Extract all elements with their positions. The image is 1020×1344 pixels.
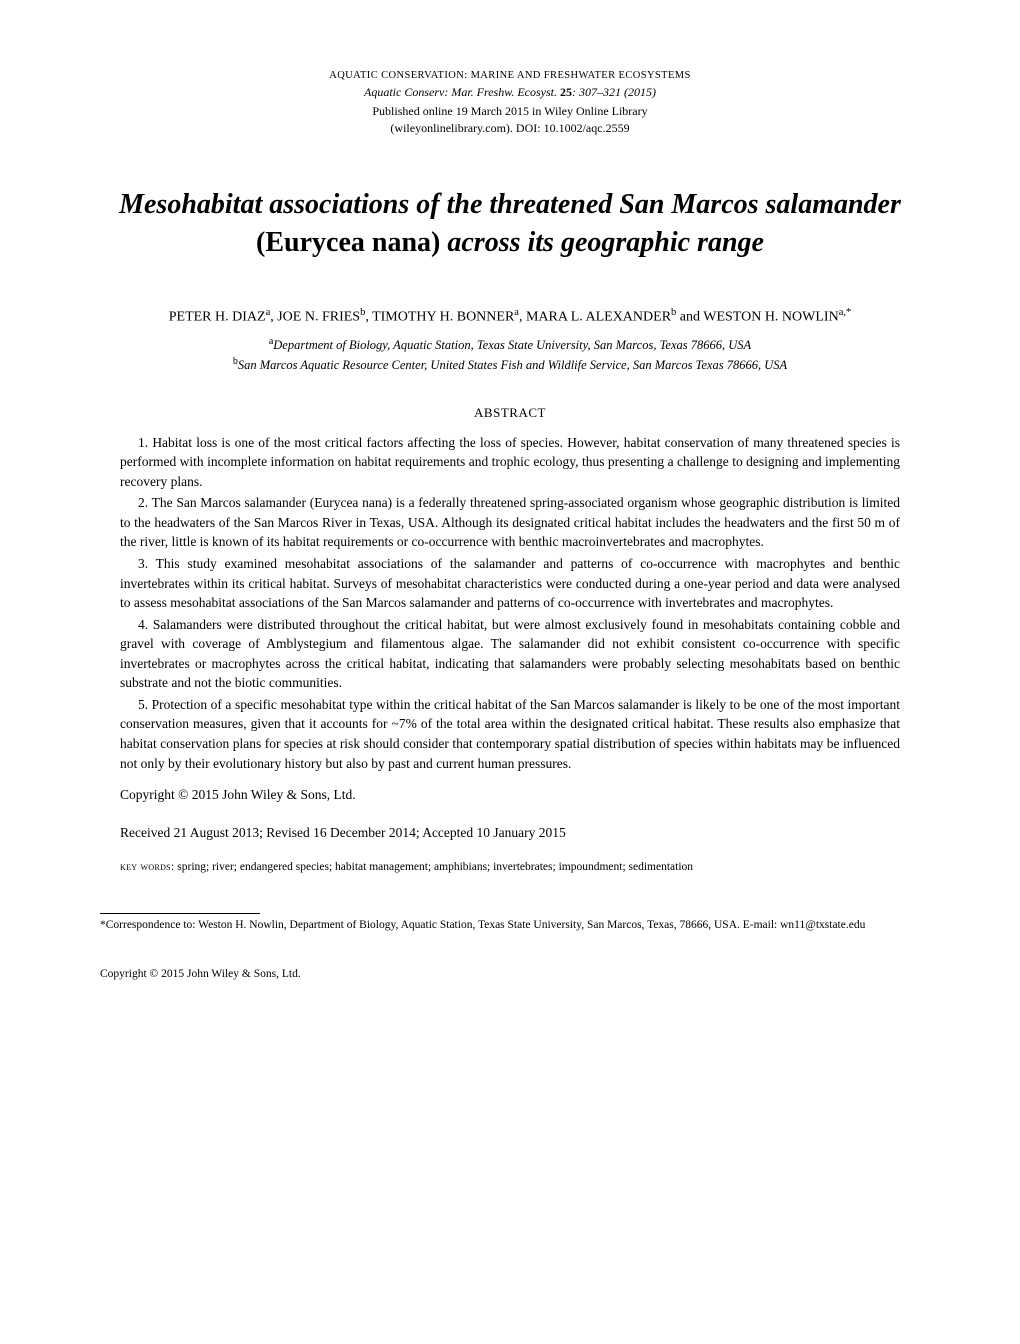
affil-text-b: San Marcos Aquatic Resource Center, Unit… bbox=[238, 358, 787, 372]
title-part3: across its geographic range bbox=[440, 227, 764, 258]
correspondence-footnote: *Correspondence to: Weston H. Nowlin, De… bbox=[100, 918, 920, 934]
abstract-p5: 5. Protection of a specific mesohabitat … bbox=[120, 695, 900, 773]
affiliation-b: bSan Marcos Aquatic Resource Center, Uni… bbox=[100, 355, 920, 375]
affil-text-a: Department of Biology, Aquatic Station, … bbox=[273, 338, 751, 352]
citation-volume: 25 bbox=[560, 85, 572, 99]
author-5-affil: a,* bbox=[839, 307, 852, 318]
journal-header: AQUATIC CONSERVATION: MARINE AND FRESHWA… bbox=[100, 70, 920, 136]
footnote-rule bbox=[100, 913, 260, 914]
abstract-body: 1. Habitat loss is one of the most criti… bbox=[120, 433, 900, 774]
doi-line: (wileyonlinelibrary.com). DOI: 10.1002/a… bbox=[100, 121, 920, 136]
author-line: PETER H. DIAZa, JOE N. FRIESb, TIMOTHY H… bbox=[100, 307, 920, 326]
keywords-text: spring; river; endangered species; habit… bbox=[174, 861, 693, 873]
received-line: Received 21 August 2013; Revised 16 Dece… bbox=[120, 825, 900, 841]
article-title: Mesohabitat associations of the threaten… bbox=[100, 186, 920, 262]
citation-journal: Aquatic Conserv: Mar. Freshw. Ecosyst. bbox=[364, 85, 557, 99]
abstract-heading: ABSTRACT bbox=[100, 405, 920, 421]
author-3: TIMOTHY H. BONNER bbox=[372, 309, 514, 324]
title-part1: Mesohabitat associations of the threaten… bbox=[119, 189, 901, 220]
abstract-p2: 2. The San Marcos salamander (Eurycea na… bbox=[120, 493, 900, 552]
abstract-copyright: Copyright © 2015 John Wiley & Sons, Ltd. bbox=[120, 787, 900, 803]
sep: , bbox=[519, 309, 526, 324]
journal-category: AQUATIC CONSERVATION: MARINE AND FRESHWA… bbox=[100, 70, 920, 81]
sep: and bbox=[676, 309, 703, 324]
author-5: WESTON H. NOWLIN bbox=[703, 309, 838, 324]
citation-pages: : 307–321 (2015) bbox=[572, 85, 656, 99]
abstract-p3: 3. This study examined mesohabitat assoc… bbox=[120, 554, 900, 613]
abstract-p1: 1. Habitat loss is one of the most criti… bbox=[120, 433, 900, 492]
affiliations: aDepartment of Biology, Aquatic Station,… bbox=[100, 335, 920, 374]
abstract-p4: 4. Salamanders were distributed througho… bbox=[120, 615, 900, 693]
author-1: PETER H. DIAZ bbox=[169, 309, 266, 324]
title-species: (Eurycea nana) bbox=[256, 227, 440, 258]
publication-line: Published online 19 March 2015 in Wiley … bbox=[100, 104, 920, 119]
author-4: MARA L. ALEXANDER bbox=[526, 309, 671, 324]
author-2: JOE N. FRIES bbox=[277, 309, 360, 324]
journal-citation: Aquatic Conserv: Mar. Freshw. Ecosyst. 2… bbox=[100, 85, 920, 100]
affiliation-a: aDepartment of Biology, Aquatic Station,… bbox=[100, 335, 920, 355]
keywords-label: key words: bbox=[120, 861, 174, 873]
keywords: key words: spring; river; endangered spe… bbox=[120, 861, 900, 873]
footer-copyright: Copyright © 2015 John Wiley & Sons, Ltd. bbox=[100, 968, 920, 980]
